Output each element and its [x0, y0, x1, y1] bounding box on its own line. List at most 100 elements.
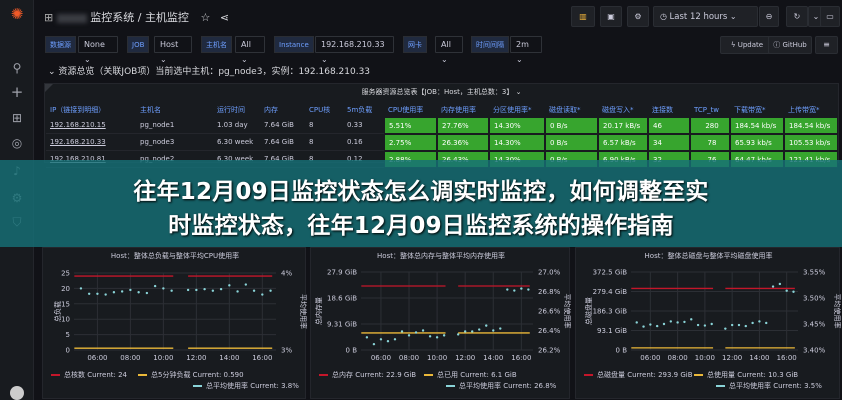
dashboard-title[interactable]: 主机监控 [144, 11, 189, 24]
table-cell: 27.76% [437, 117, 489, 134]
y-tick-label: 10 [61, 316, 70, 324]
chevron-down-icon: ⌄ [729, 12, 737, 21]
y2-tick-label: 3.50% [803, 295, 826, 303]
column-header[interactable]: CPU使用率 [388, 106, 424, 114]
y-axis-label: 总内存量 [314, 297, 323, 325]
data-point [87, 292, 91, 295]
refresh-icon[interactable]: ↻ [786, 6, 808, 27]
data-point [655, 324, 659, 328]
x-tick-label: 10:00 [153, 354, 173, 362]
tv-mode-icon[interactable]: ▭ [820, 6, 840, 27]
y2-axis-label: 平均使用率 [299, 294, 307, 329]
x-tick-label: 14:00 [219, 354, 239, 362]
var-label-datasource: 数据源 [45, 36, 76, 53]
legend-label: 总平均使用率 Current: 3.8% [206, 382, 299, 390]
data-point [676, 321, 679, 324]
y-tick-label: 0 B [346, 347, 358, 355]
legend-item[interactable]: 总核数 Current: 24 [51, 370, 127, 380]
var-label-nic: 网卡 [403, 36, 427, 53]
data-point [751, 321, 754, 325]
host-ip-link[interactable]: 192.168.210.33 [46, 134, 137, 151]
data-point [379, 338, 383, 341]
y2-tick-label: 26.2% [538, 347, 561, 355]
data-point [120, 290, 124, 293]
data-point [79, 287, 83, 290]
data-point [683, 320, 686, 324]
panel-title[interactable]: 服务器资源总览表【JOB：Host，主机总数：3】 ⌄ [361, 88, 522, 96]
gear-icon[interactable]: ⚙ [627, 6, 649, 27]
time-picker[interactable]: ◷ Last 12 hours ⌄ [653, 6, 758, 27]
y2-tick-label: 3.45% [803, 321, 826, 329]
column-header[interactable]: 运行时间 [217, 106, 245, 114]
grafana-logo-icon[interactable]: ✺ [10, 5, 24, 23]
column-header[interactable]: CPU核 [309, 106, 331, 114]
legend-item[interactable]: 总平均使用率 Current: 26.8% [446, 381, 556, 391]
column-header[interactable]: 分区使用率* [493, 106, 532, 114]
column-header[interactable]: 上传带宽* [788, 106, 820, 114]
row-title[interactable]: ⌄ 资源总览（关联JOB项）当前选中主机：pg_node3，实例：192.168… [48, 64, 370, 77]
y2-tick-label: 3.40% [803, 347, 826, 355]
data-point [792, 290, 795, 293]
legend-item[interactable]: 总磁盘量 Current: 293.9 GiB [584, 370, 693, 380]
data-point [186, 288, 190, 292]
legend-label: 总已用 Current: 6.1 GiB [437, 371, 517, 379]
plus-icon[interactable]: + [10, 83, 24, 101]
data-point [137, 291, 140, 294]
x-tick-label: 12:00 [186, 354, 206, 362]
column-header[interactable]: TCP_tw [694, 106, 719, 114]
column-header[interactable]: 5m负载 [347, 106, 373, 114]
table-cell: 14.30% [489, 134, 545, 151]
y-tick-label: 0 [66, 347, 70, 355]
var-job-select[interactable]: Host ⌄ [154, 36, 192, 64]
column-header[interactable]: 连接数 [652, 106, 673, 114]
column-header[interactable]: 内存 [264, 106, 278, 114]
panel-info-corner-icon [45, 84, 53, 92]
legend-item[interactable]: 总5分钟负载 Current: 0.590 [138, 370, 244, 380]
legend-item[interactable]: 总平均使用率 Current: 3.5% [716, 381, 822, 391]
column-header[interactable]: 主机名 [140, 106, 161, 114]
data-point [112, 291, 116, 294]
legend-item[interactable]: 总已用 Current: 6.1 GiB [424, 370, 517, 380]
zoom-out-icon[interactable]: ⊖ [759, 6, 779, 27]
var-datasource-select[interactable]: None ⌄ [78, 36, 118, 64]
dashboards-icon[interactable]: ⊞ [11, 111, 23, 125]
var-hostname-select[interactable]: All ⌄ [235, 36, 265, 64]
data-point [492, 329, 495, 332]
table-cell: 20.17 kB/s [598, 117, 648, 134]
legend-label: 总平均使用率 Current: 3.5% [729, 382, 822, 390]
column-header[interactable]: 磁盘读取* [549, 106, 581, 114]
legend-swatch [446, 385, 455, 387]
data-point [269, 289, 272, 292]
var-nic-select[interactable]: All ⌄ [435, 36, 463, 64]
data-point [527, 288, 530, 291]
top-bar: ⊞ 监控系统 / 主机监控 ☆ ⋖ ▥ ▣ ⚙ ◷ Last 12 hours … [34, 0, 842, 35]
breadcrumb-folder[interactable]: 监控系统 [90, 11, 135, 24]
update-button[interactable]: ϟ Update [720, 36, 774, 54]
banner-title-line-1: 往年12月09日监控状态怎么调实时监控，如何调整至实 [133, 179, 709, 205]
data-point [724, 327, 727, 330]
legend-item[interactable]: 总使用量 Current: 10.3 GiB [694, 370, 798, 380]
y-tick-label: 25 [61, 270, 70, 278]
column-header[interactable]: 磁盘写入* [602, 106, 634, 114]
share-icon[interactable]: ⋖ [219, 11, 230, 24]
github-button[interactable]: ⓘ GitHub [768, 36, 812, 54]
avatar[interactable] [10, 386, 24, 400]
legend-item[interactable]: 总内存 Current: 22.9 GiB [319, 370, 416, 380]
data-point [635, 321, 638, 324]
column-header[interactable]: 内存使用率 [441, 106, 476, 114]
host-ip-link[interactable]: 192.168.210.15 [46, 117, 137, 134]
column-header[interactable]: IP（链接到明细） [50, 106, 106, 114]
add-panel-button[interactable]: ▥ [571, 6, 595, 27]
star-icon[interactable]: ☆ [200, 11, 211, 24]
var-instance-select[interactable]: 192.168.210.33 ⌄ [315, 36, 394, 64]
x-tick-label: 12:00 [722, 354, 742, 362]
menu-icon[interactable]: ≡ [815, 36, 838, 54]
legend-item[interactable]: 总平均使用率 Current: 3.8% [193, 381, 299, 391]
data-point [129, 288, 132, 292]
var-interval-select[interactable]: 2m ⌄ [510, 36, 542, 64]
column-header[interactable]: 下载带宽* [734, 106, 766, 114]
compass-icon[interactable]: ◎ [11, 136, 23, 150]
search-icon[interactable]: ⚲ [12, 61, 22, 75]
table-cell: 7.64 GiB [260, 134, 305, 151]
save-icon[interactable]: ▣ [600, 6, 622, 27]
